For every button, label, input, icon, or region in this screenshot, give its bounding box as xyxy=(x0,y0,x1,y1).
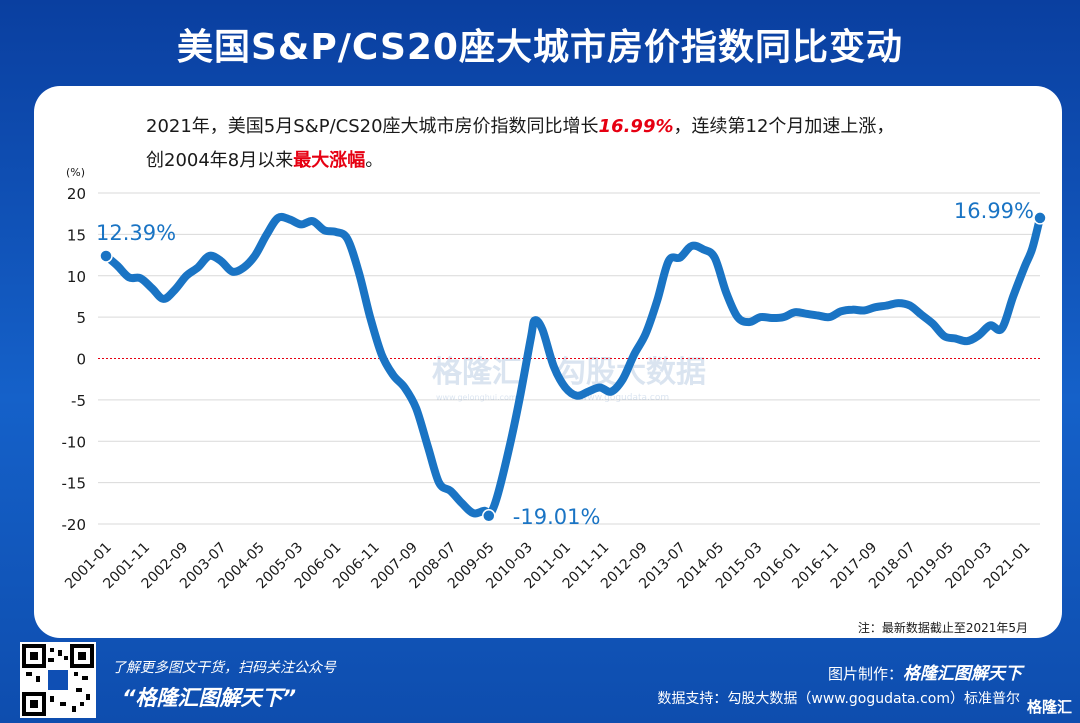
watermark-right-small: www.gogudata.com xyxy=(580,393,669,403)
credit-label: 图片制作： xyxy=(827,665,903,683)
y-tick-label: -5 xyxy=(71,392,86,410)
page-title: 美国S&P/CS20座大城市房价指数同比变动 xyxy=(177,27,903,68)
footer-source: 数据支持：勾股大数据（www.gogudata.com）标准普尔 xyxy=(657,691,1020,707)
footer-credit: 图片制作：格隆汇图解天下 xyxy=(828,659,1022,684)
subtitle-text: 创2004年8月以来 xyxy=(146,150,294,171)
y-tick-label: 0 xyxy=(76,351,86,369)
qr-code[interactable] xyxy=(20,642,96,718)
y-tick-label: 15 xyxy=(67,226,86,244)
series-line xyxy=(102,212,1044,521)
annotation-marker xyxy=(482,509,496,523)
x-axis: 2001-012001-112002-092003-072004-052005-… xyxy=(62,540,1033,593)
grid xyxy=(98,192,1040,525)
qr-pattern-icon xyxy=(22,644,94,716)
subtitle-line-2: 创2004年8月以来最大涨幅。 xyxy=(146,144,1006,178)
data-label: -19.01% xyxy=(513,505,601,529)
y-tick-label: -15 xyxy=(62,475,87,493)
data-label: 16.99% xyxy=(954,199,1034,223)
subtitle-text: 2021年，美国5月S&P/CS20座大城市房价指数同比增长 xyxy=(146,116,599,137)
data-label: 12.39% xyxy=(96,221,176,245)
y-tick-label: 10 xyxy=(67,268,86,286)
annotation-marker xyxy=(99,249,113,263)
brand-logo: 格隆汇 xyxy=(1026,698,1072,716)
chart-subtitle: 2021年，美国5月S&P/CS20座大城市房价指数同比增长16.99%，连续第… xyxy=(146,110,1006,178)
data-note: 注：最新数据截止至2021年5月 xyxy=(857,621,1028,635)
watermark: 格隆汇 www.gelonghui.com 勾股大数据 www.gogudata… xyxy=(432,355,706,403)
subtitle-highlight-text: 最大涨幅 xyxy=(293,150,366,171)
watermark-left-small: www.gelonghui.com xyxy=(436,393,517,402)
watermark-left: 格隆汇 xyxy=(432,355,522,390)
footer-cta: 了解更多图文干货，扫码关注公众号 xyxy=(112,660,336,676)
subtitle-text: ，连续第12个月加速上涨， xyxy=(673,116,895,137)
y-tick-label: 20 xyxy=(67,185,86,203)
subtitle-line-1: 2021年，美国5月S&P/CS20座大城市房价指数同比增长16.99%，连续第… xyxy=(146,110,1006,144)
chart-card xyxy=(34,86,1062,638)
footer-account-name: “格隆汇图解天下” xyxy=(122,686,297,710)
annotation-marker xyxy=(1033,211,1047,225)
subtitle-highlight-value: 16.99% xyxy=(598,116,674,137)
y-tick-label: 5 xyxy=(76,309,86,327)
subtitle-text: 。 xyxy=(365,150,384,171)
series xyxy=(102,212,1044,521)
y-tick-label: -20 xyxy=(62,516,87,534)
y-tick-label: -10 xyxy=(62,433,87,451)
y-axis: 20 15 10 5 0 -5 -10 -15 -20 xyxy=(62,185,87,534)
y-axis-unit: (%) xyxy=(66,166,85,179)
credit-brand: 格隆汇图解天下 xyxy=(903,664,1022,684)
annotations: 12.39% -19.01% 16.99% xyxy=(96,199,1047,529)
